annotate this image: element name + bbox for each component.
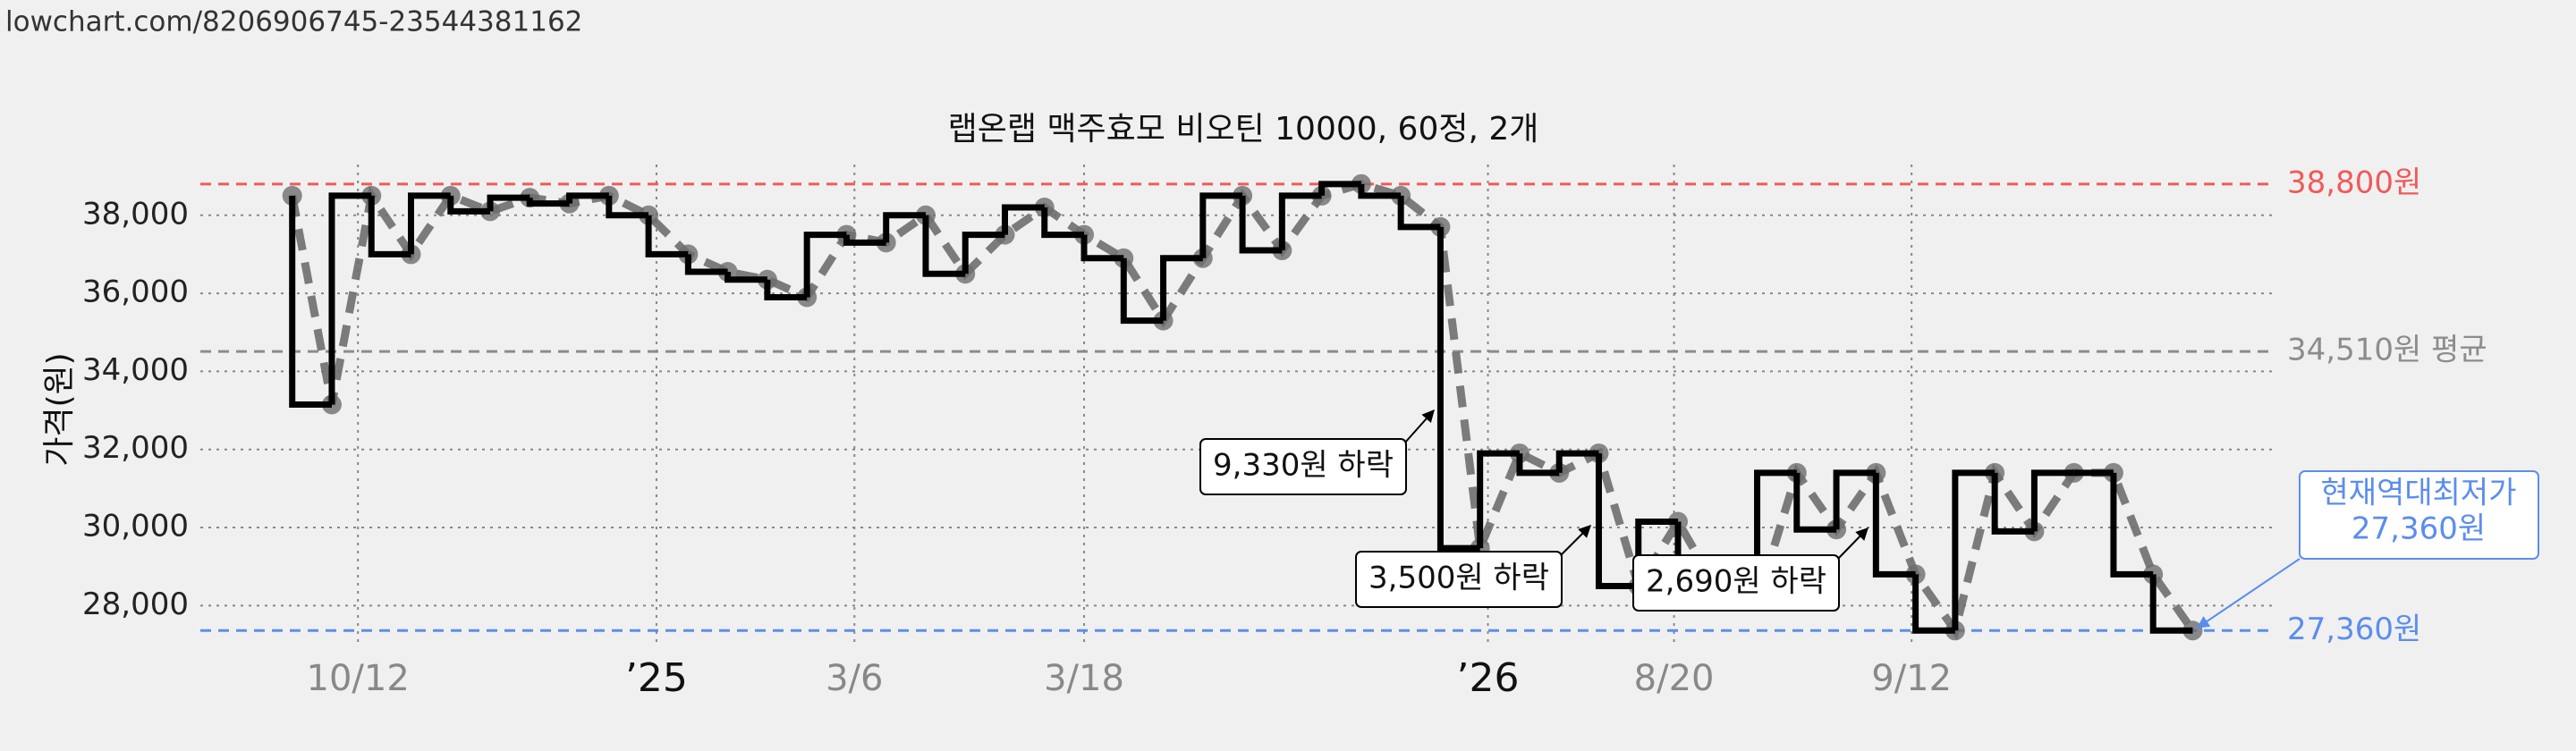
y-tick-label: 34,000 <box>82 352 189 388</box>
step-segment <box>289 195 332 408</box>
step-segment <box>1595 453 1639 590</box>
step-segment <box>447 195 491 215</box>
x-tick-label: 9/12 <box>1871 658 1952 699</box>
step-segment <box>684 254 728 275</box>
annotation-box <box>1355 551 1563 608</box>
step-segment <box>2149 574 2193 634</box>
step-segment <box>526 198 570 207</box>
annotation-text: 2,690원 하락 <box>1646 564 1826 600</box>
x-tick-label: ’26 <box>1457 655 1520 701</box>
step-segment <box>645 215 689 257</box>
step-segment <box>1436 226 1480 552</box>
x-tick-label: 3/18 <box>1044 658 1124 699</box>
step-segment <box>883 212 926 243</box>
step-segment <box>1833 469 1877 530</box>
step-segment <box>1912 574 1955 634</box>
reference-label: 38,800원 <box>2287 165 2421 200</box>
step-segment <box>1160 255 1203 321</box>
step-segment <box>1001 204 1045 235</box>
url: lowchart.com/8206906745-23544381162 <box>5 6 582 38</box>
step-segment <box>368 195 411 257</box>
annotation-text: 3,500원 하락 <box>1368 561 1549 596</box>
callout-text: 현재역대최저가 <box>2321 476 2517 511</box>
step-segment <box>764 279 808 300</box>
step-segment <box>1278 192 1322 251</box>
callout-arrow <box>2196 558 2301 629</box>
step-segment <box>1199 192 1243 258</box>
x-tick-label: 3/6 <box>826 658 883 699</box>
y-tick-label: 38,000 <box>82 196 189 232</box>
x-tick-label: ’25 <box>625 655 688 701</box>
step-segment <box>724 272 767 283</box>
step-segment <box>1872 472 1916 578</box>
chart-title: 랩온랩 맥주효모 비오틴 10000, 60정, 2개 <box>948 111 1539 148</box>
y-tick-label: 28,000 <box>82 586 189 622</box>
y-axis-label: 가격(원) <box>41 352 78 466</box>
step-segment <box>1793 472 1837 533</box>
step-segment <box>962 232 1005 274</box>
step-segment <box>1120 257 1164 325</box>
annotation-arrow <box>1559 525 1591 557</box>
step-segment <box>1358 183 1402 199</box>
step-segment <box>1080 234 1124 262</box>
annotation-arrow <box>1836 527 1868 561</box>
step-segment <box>1555 450 1599 473</box>
step-segment <box>1516 453 1560 477</box>
reference-label: 27,360원 <box>2287 612 2421 647</box>
y-tick-label: 30,000 <box>82 509 189 544</box>
step-segment <box>2030 469 2074 532</box>
step-segment <box>487 194 530 212</box>
step-segment <box>843 234 886 246</box>
reference-label: 34,510원 평균 <box>2287 333 2487 368</box>
callout-text: 27,360원 <box>2351 511 2486 547</box>
step-segment <box>803 232 847 298</box>
x-tick-label: 10/12 <box>307 658 410 699</box>
step-segment <box>922 215 966 277</box>
step-segment <box>1477 450 1520 549</box>
step-segment <box>606 195 649 219</box>
step-segment <box>1041 207 1085 239</box>
step-segment <box>1952 469 1996 631</box>
annotation-arrow <box>1403 409 1435 444</box>
annotation-box <box>1199 438 1407 495</box>
annotation-text: 9,330원 하락 <box>1213 448 1394 484</box>
step-segment <box>2110 472 2154 578</box>
step-segment <box>566 192 609 204</box>
y-tick-label: 36,000 <box>82 274 189 310</box>
step-segment <box>1239 195 1283 254</box>
y-tick-label: 32,000 <box>82 430 189 466</box>
step-segment <box>407 192 451 255</box>
x-tick-label: 8/20 <box>1634 658 1715 699</box>
step-segment <box>1318 181 1361 196</box>
step-segment <box>328 192 372 405</box>
step-segment <box>1397 195 1441 231</box>
step-segment <box>1991 472 2035 535</box>
callout-box <box>2299 470 2539 560</box>
annotation-box <box>1632 554 1840 612</box>
